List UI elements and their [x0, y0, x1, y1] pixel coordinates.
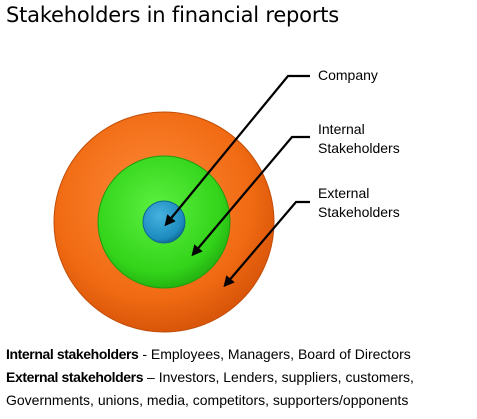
page-title: Stakeholders in financial reports [6, 3, 340, 27]
arrow-company [164, 74, 310, 227]
internal-description: Internal stakeholders - Employees, Manag… [6, 343, 474, 366]
stakeholder-description: Internal stakeholders - Employees, Manag… [6, 343, 474, 412]
external-description: External stakeholders – Investors, Lende… [6, 366, 474, 389]
label-internal-line1: Internal [318, 121, 365, 137]
label-internal-line2: Stakeholders [318, 140, 400, 156]
label-external-stakeholders: External Stakeholders [318, 184, 400, 222]
external-term: External stakeholders [6, 369, 144, 385]
external-description-cont: Governments, unions, media, competitors,… [6, 392, 409, 408]
external-text: – Investors, Lenders, suppliers, custome… [143, 369, 414, 385]
arrow-internal [191, 135, 310, 257]
label-external-line1: External [318, 185, 370, 201]
label-company: Company [318, 66, 378, 85]
internal-text: - Employees, Managers, Board of Director… [138, 346, 411, 362]
ring-company [142, 200, 186, 244]
label-company-text: Company [318, 67, 378, 83]
internal-term: Internal stakeholders [6, 346, 139, 362]
label-external-line2: Stakeholders [318, 204, 400, 220]
label-internal-stakeholders: Internal Stakeholders [318, 120, 400, 158]
arrow-external [223, 200, 310, 288]
